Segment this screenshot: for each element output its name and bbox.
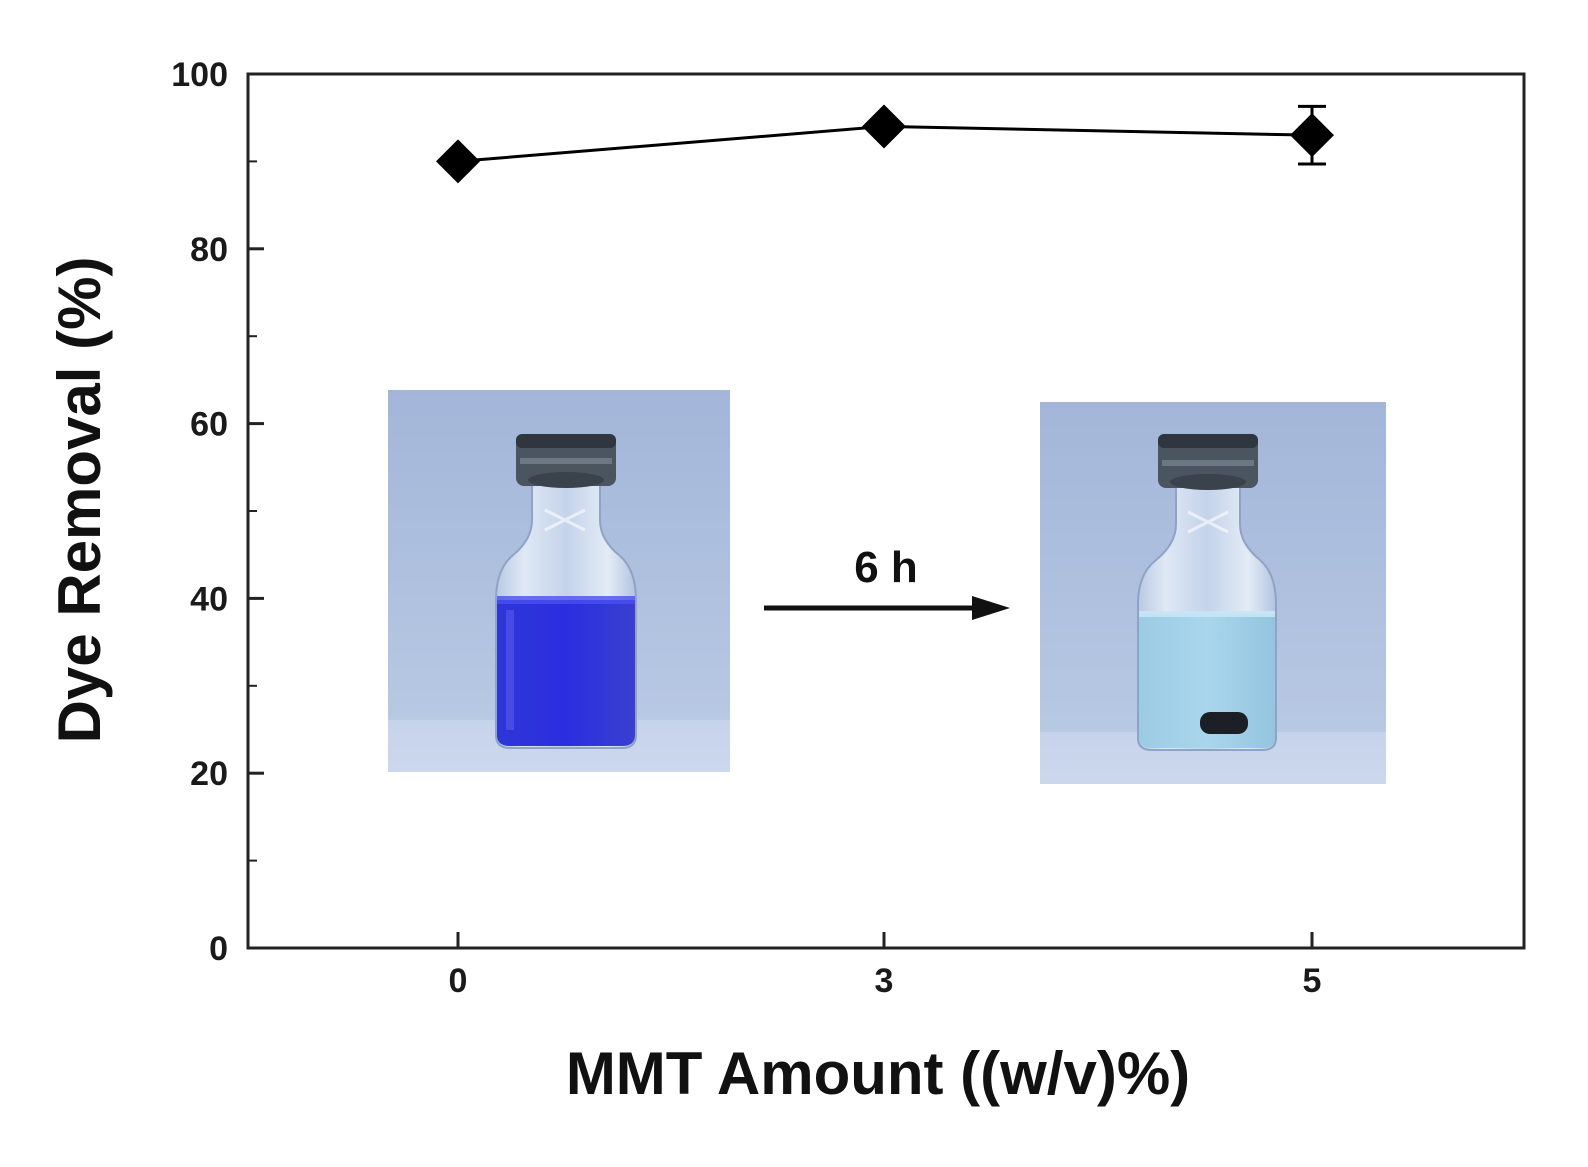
adsorbent-bead bbox=[1200, 712, 1248, 734]
y-tick-label: 20 bbox=[190, 755, 228, 793]
dye-liquid-before bbox=[497, 600, 635, 746]
bottle-after bbox=[1137, 434, 1277, 751]
x-axis: 0 3 5 bbox=[449, 932, 1322, 1000]
x-axis-title: MMT Amount ((w/v)%) bbox=[566, 1040, 1190, 1107]
data-point-diamond bbox=[1290, 113, 1334, 158]
x-tick-label: 5 bbox=[1303, 962, 1322, 1000]
x-tick-label: 3 bbox=[875, 962, 894, 1000]
time-arrow bbox=[764, 596, 1010, 620]
x-tick-label: 0 bbox=[449, 962, 468, 1000]
y-axis-title: Dye Removal (%) bbox=[46, 257, 113, 744]
photo-after bbox=[1040, 402, 1386, 784]
data-point-diamond bbox=[862, 104, 906, 149]
y-tick-label: 60 bbox=[190, 406, 228, 444]
photo-before bbox=[388, 390, 730, 772]
y-tick-label: 100 bbox=[171, 56, 228, 94]
y-tick-label: 40 bbox=[190, 580, 228, 618]
y-axis: 0 20 40 60 80 100 bbox=[171, 56, 264, 968]
y-tick-label: 80 bbox=[190, 231, 228, 269]
y-tick-label: 0 bbox=[209, 930, 228, 968]
series-line-group bbox=[436, 104, 1334, 184]
data-point-diamond bbox=[436, 139, 480, 184]
bottle-before bbox=[495, 434, 637, 749]
arrow-label: 6 h bbox=[854, 543, 918, 592]
